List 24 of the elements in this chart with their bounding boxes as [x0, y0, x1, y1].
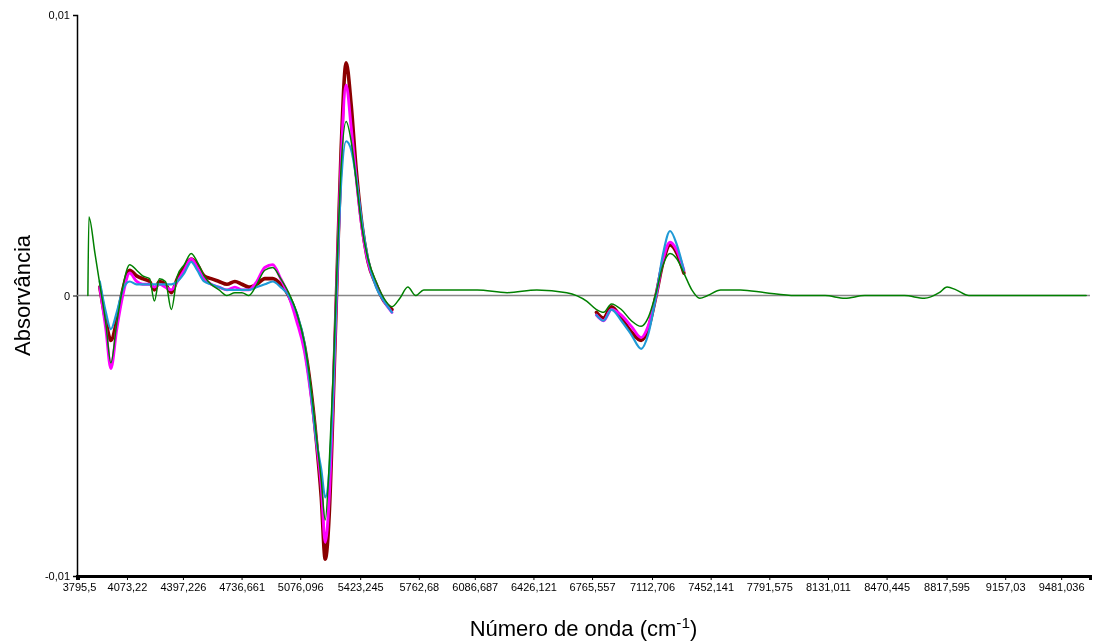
- x-tick-label: 8470,445: [864, 580, 911, 593]
- x-tick-label: 4073,22: [107, 580, 148, 593]
- x-tick-label: 9481,036: [1038, 580, 1085, 593]
- x-tick-label: 5762,68: [399, 580, 440, 593]
- x-tick-label: 7452,141: [688, 580, 735, 593]
- x-tick-label: 6086,687: [452, 580, 499, 593]
- x-tick-label: 4397,226: [160, 580, 207, 593]
- x-tick-label: 5076,096: [277, 580, 324, 593]
- x-tick-label: 7112,706: [629, 580, 676, 593]
- x-tick-label: 3795,5: [62, 580, 97, 593]
- x-tick-label: 9157,03: [985, 580, 1026, 593]
- x-tick-label: 6765,557: [569, 580, 616, 593]
- x-tick-label: 6426,121: [510, 580, 557, 593]
- x-tick-label: 7791,575: [746, 580, 793, 593]
- x-tick-label: 5423,245: [337, 580, 384, 593]
- x-tick-label: 8131,011: [805, 580, 851, 593]
- x-axis-title: Número de onda (cm$^{-1}$): [469, 613, 698, 641]
- y-tick-label: 0,01: [48, 9, 70, 22]
- x-tick-label: 4736,661: [219, 580, 266, 593]
- y-axis-title: Absorvância: [10, 234, 35, 357]
- x-tick-label: 8817,595: [924, 580, 970, 593]
- y-tick-label: 0: [63, 289, 70, 302]
- y-tick-label: -0,01: [44, 570, 70, 583]
- line-series: [87, 120, 1087, 521]
